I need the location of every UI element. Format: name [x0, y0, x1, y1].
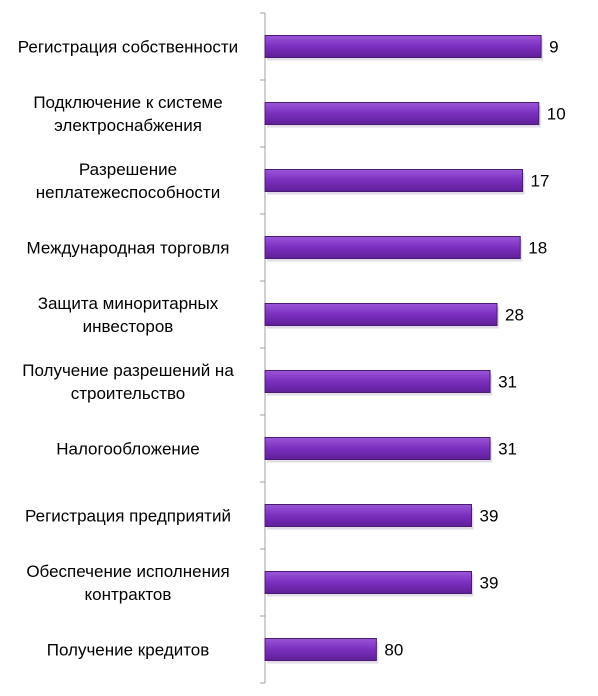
value-labels: 9 10 17 18 28 31 31 39 39 80	[384, 38, 565, 660]
category-tick-label: Получение кредитов	[47, 641, 210, 660]
axis	[260, 12, 266, 684]
data-label: 28	[505, 306, 524, 325]
data-label: 17	[531, 172, 550, 191]
bar	[264, 35, 542, 58]
data-label: 9	[549, 38, 558, 57]
bar	[264, 236, 521, 259]
bar	[264, 504, 473, 527]
bar	[264, 370, 491, 393]
category-tick-label: электроснабжения	[54, 116, 202, 135]
bar	[264, 169, 524, 192]
category-tick-label: Налогообложение	[56, 440, 200, 459]
bar	[264, 102, 540, 125]
bar	[264, 571, 473, 594]
category-tick-label: Защита миноритарных	[38, 294, 219, 313]
data-label: 10	[547, 105, 566, 124]
bar	[264, 638, 377, 661]
category-tick-label: неплатежеспособности	[36, 183, 220, 202]
category-tick-label: контрактов	[85, 585, 172, 604]
category-tick-label: Подключение к системе	[33, 93, 222, 112]
data-label: 18	[528, 239, 547, 258]
data-label: 39	[480, 507, 499, 526]
category-labels: Регистрация собственности Подключение к с…	[18, 38, 238, 660]
category-tick-label: Регистрация предприятий	[25, 507, 231, 526]
category-tick-label: Обеспечение исполнения	[26, 562, 229, 581]
data-label: 39	[480, 574, 499, 593]
category-tick-label: инвесторов	[83, 317, 174, 336]
bar	[264, 303, 498, 326]
bars	[264, 35, 544, 664]
category-tick-label: Регистрация собственности	[18, 38, 238, 57]
data-label: 80	[384, 641, 403, 660]
category-tick-label: строительство	[71, 384, 186, 403]
category-tick-label: Получение разрешений на	[22, 361, 234, 380]
bar	[264, 437, 491, 460]
data-label: 31	[498, 440, 517, 459]
category-tick-label: Международная торговля	[26, 239, 229, 258]
category-tick-label: Разрешение	[79, 160, 177, 179]
data-label: 31	[498, 373, 517, 392]
